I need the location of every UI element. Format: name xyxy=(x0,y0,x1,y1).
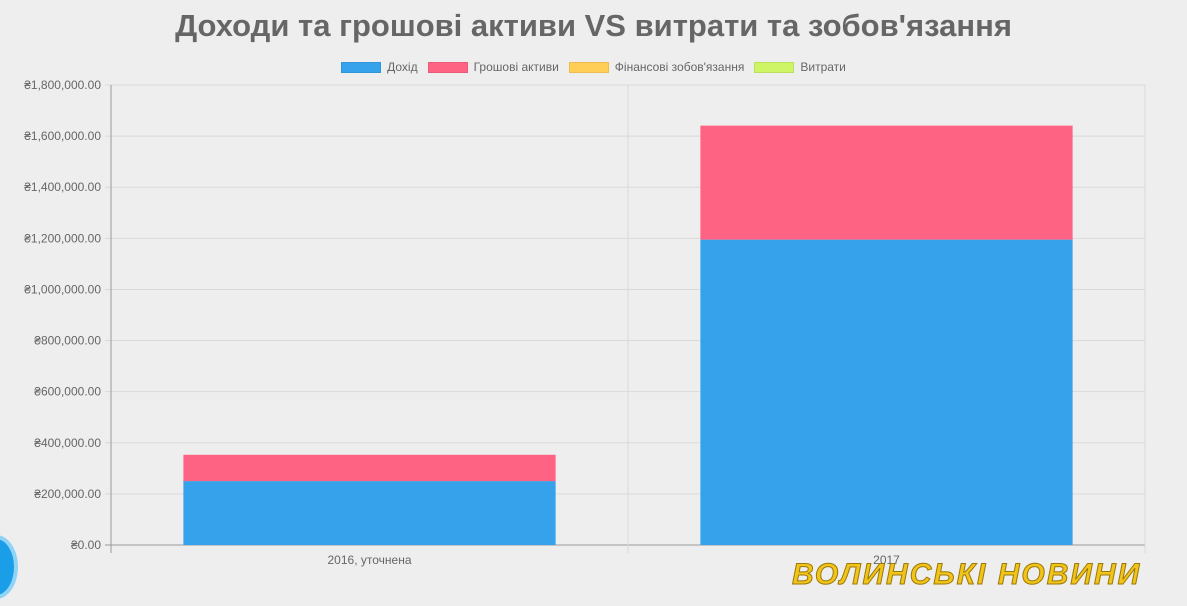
legend-swatch xyxy=(754,61,795,73)
y-tick-label: ₴400,000.00 xyxy=(34,436,101,450)
bar-segment xyxy=(700,239,1073,545)
bar-segment xyxy=(183,454,556,482)
y-tick-label: ₴1,000,000.00 xyxy=(24,282,101,296)
y-tick-label: ₴1,600,000.00 xyxy=(24,129,101,143)
y-tick-label: ₴800,000.00 xyxy=(34,334,101,348)
legend-swatch xyxy=(341,61,382,73)
legend-item-dohid[interactable]: Дохід xyxy=(341,60,418,74)
bar-segment xyxy=(700,125,1073,240)
y-tick-label: ₴600,000.00 xyxy=(34,385,101,399)
x-tick-label: 2017 xyxy=(873,553,900,567)
legend-item-vytraty[interactable]: Витрати xyxy=(754,60,846,74)
chart-legend: Дохід Грошові активи Фінансові зобов'яза… xyxy=(0,60,1187,74)
y-tick-label: ₴1,200,000.00 xyxy=(24,231,101,245)
y-tick-label: ₴200,000.00 xyxy=(34,487,101,501)
legend-item-finansovi-zoboviazannia[interactable]: Фінансові зобов'язання xyxy=(568,60,745,74)
y-tick-label: ₴0.00 xyxy=(71,538,101,552)
legend-label: Витрати xyxy=(800,60,846,74)
y-tick-label: ₴1,400,000.00 xyxy=(24,180,101,194)
chart-title: Доходи та грошові активи VS витрати та з… xyxy=(175,8,1012,43)
bar-segment xyxy=(183,481,556,545)
legend-swatch xyxy=(427,61,468,73)
watermark-logo: ВОЛИНСЬКІ НОВИНИ xyxy=(791,558,1142,592)
legend-label: Дохід xyxy=(387,60,418,74)
legend-label: Фінансові зобов'язання xyxy=(614,60,745,74)
y-tick-label: ₴1,800,000.00 xyxy=(24,78,101,92)
legend-swatch xyxy=(568,61,609,73)
legend-label: Грошові активи xyxy=(473,60,559,74)
x-tick-label: 2016, уточнена xyxy=(328,553,412,567)
legend-item-hroshovi-aktyvy[interactable]: Грошові активи xyxy=(427,60,559,74)
